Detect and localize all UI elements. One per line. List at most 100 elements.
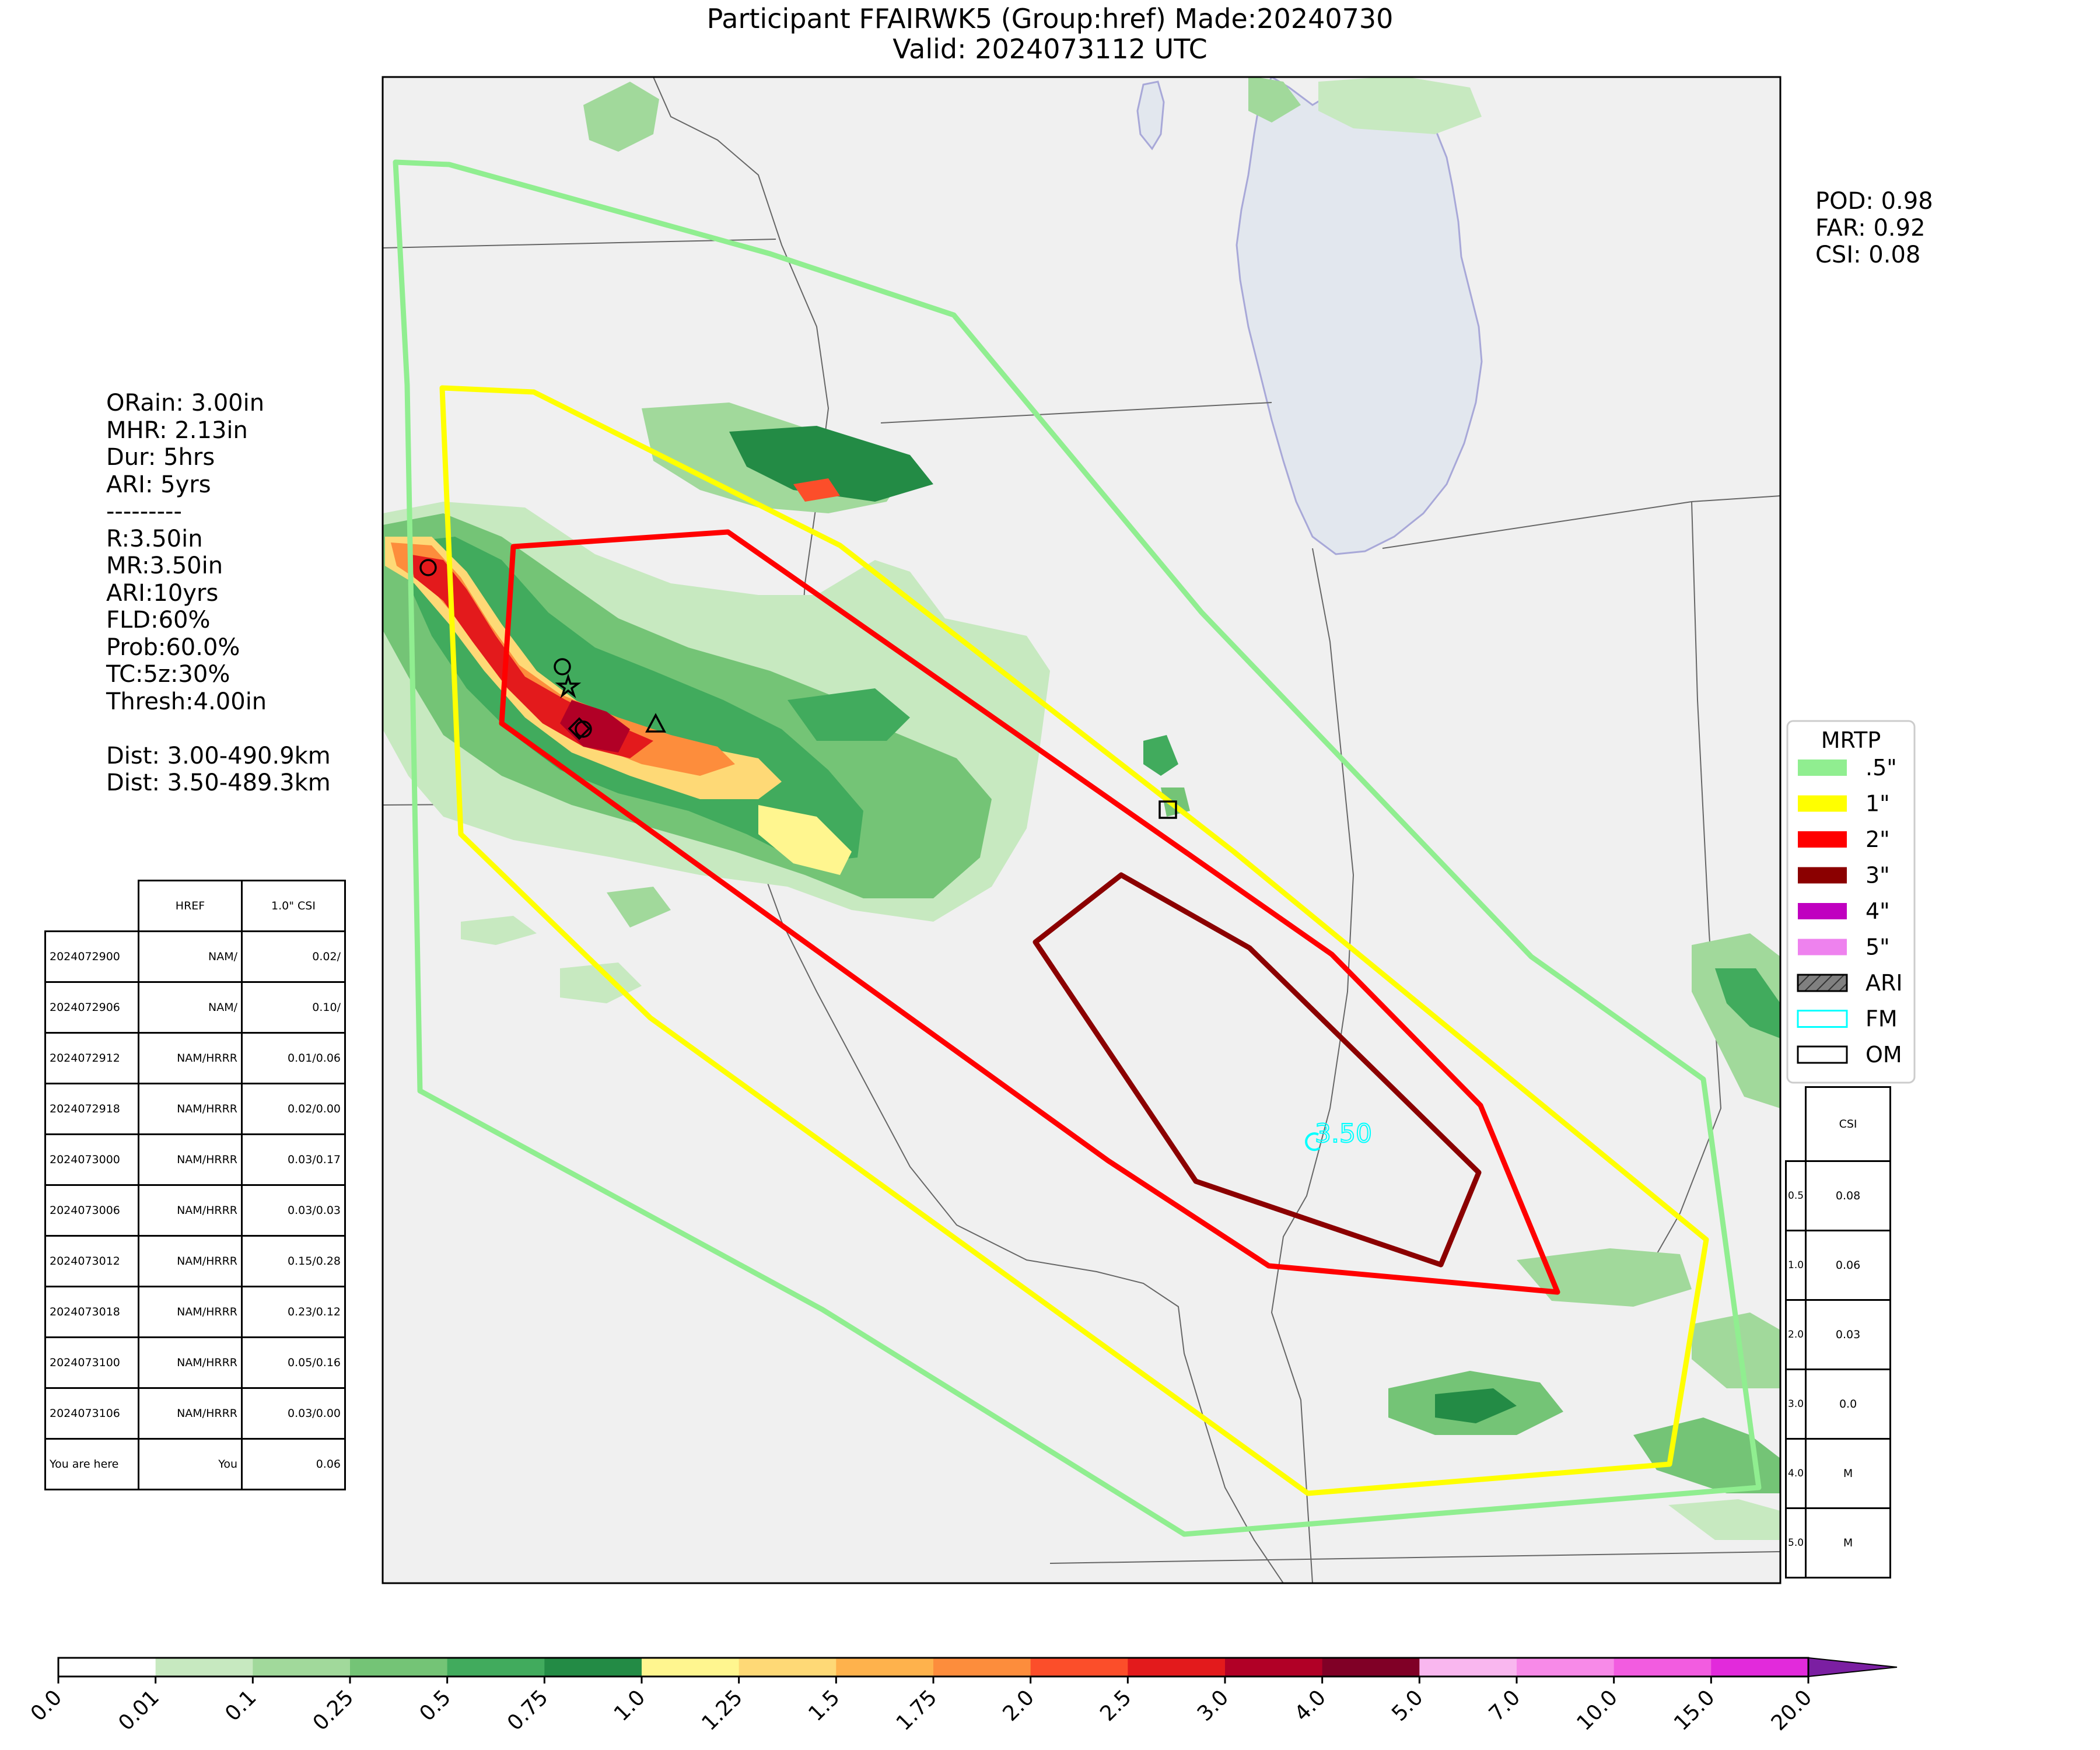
legend-swatch — [1798, 939, 1847, 956]
history-cell: 2024073018 — [44, 1286, 139, 1338]
obs-star-marker — [555, 673, 582, 699]
legend-title: MRTP — [1821, 727, 1881, 753]
csi-row: 3.0 0.0 — [1784, 1368, 1892, 1440]
max-obs-value: 3.50 — [1315, 1119, 1372, 1149]
colorbar-tick-label: 0.75 — [503, 1685, 553, 1735]
history-cell: 2024072906 — [44, 981, 139, 1034]
history-cell: 2024073012 — [44, 1235, 139, 1287]
legend-label: ARI — [1866, 970, 1903, 996]
colorbar-tick-label: 1.25 — [697, 1685, 747, 1735]
map-frame — [382, 76, 1782, 1584]
colorbar-cell — [1128, 1658, 1226, 1676]
colorbar-tick-label: 0.25 — [309, 1685, 359, 1735]
info-line: Dist: 3.50-489.3km — [106, 769, 331, 796]
history-row: 2024072918 NAM/HRRR 0.02/0.00 — [44, 1083, 346, 1135]
legend-label: 2" — [1866, 827, 1890, 852]
history-row: 2024072900 NAM/0.02/ — [44, 930, 346, 983]
contour-1in — [439, 385, 1709, 1496]
colorbar-extend-arrow — [1808, 1657, 1898, 1678]
history-cell: 0.02/ — [241, 930, 346, 983]
history-cell: 0.03/0.00 — [241, 1387, 346, 1440]
colorbar-cell — [447, 1658, 545, 1676]
csi-row: 0.5 0.08 — [1784, 1160, 1892, 1231]
history-cell: 0.02/0.00 — [241, 1083, 346, 1135]
colorbar-cell — [1517, 1658, 1615, 1676]
history-cell: NAM/HRRR — [138, 1032, 243, 1084]
precip-field — [383, 77, 1780, 1540]
history-cell: 2024073106 — [44, 1387, 139, 1440]
colorbar: 0.0 0.01 0.1 0.25 0.5 0.75 1.0 1.25 1.5 1.75 2.0 2.… — [26, 1657, 1898, 1735]
contour-2in — [499, 529, 1560, 1295]
legend-label: FM — [1866, 1006, 1898, 1032]
state-borders — [383, 77, 1780, 1583]
info-line: R:3.50in — [106, 525, 203, 552]
colorbar-tick-label: 4.0 — [1290, 1685, 1331, 1726]
obs-triangle-marker — [645, 713, 666, 733]
history-row: 2024073012 NAM/HRRR 0.15/0.28 — [44, 1235, 346, 1287]
history-row: 2024073106 NAM/HRRR 0.03/0.00 — [44, 1387, 346, 1440]
legend-swatch — [1798, 903, 1847, 919]
history-table: HREF 1.0" CSI 2024072900 NAM/0.02/202407290… — [44, 880, 346, 1490]
csi-threshold: 1.0 — [1784, 1230, 1807, 1301]
pod-stat: POD: 0.98 — [1815, 188, 1933, 215]
info-line: MR:3.50in — [106, 552, 223, 579]
colorbar-tick-label: 0.5 — [415, 1685, 456, 1726]
colorbar-tick-label: 2.0 — [999, 1685, 1039, 1726]
history-cell: 2024073000 — [44, 1133, 139, 1186]
csi-threshold: 5.0 — [1784, 1507, 1807, 1578]
legend-swatch — [1797, 1045, 1848, 1064]
history-cell: 0.06 — [241, 1438, 346, 1490]
csi-row: 1.0 0.06 — [1784, 1230, 1892, 1301]
colorbar-cell — [1322, 1658, 1420, 1676]
legend-label: 5" — [1866, 935, 1890, 960]
history-row: 2024073018 NAM/HRRR 0.23/0.12 — [44, 1286, 346, 1338]
colorbar-cell — [1419, 1658, 1517, 1676]
legend-swatch — [1798, 831, 1847, 848]
history-cell: 0.03/0.17 — [241, 1133, 346, 1186]
obs-diamond-marker — [568, 717, 591, 740]
csi-value: 0.06 — [1805, 1230, 1892, 1301]
history-row: 2024072912 NAM/HRRR 0.01/0.06 — [44, 1032, 346, 1084]
csi-value: M — [1805, 1507, 1892, 1578]
legend-swatch — [1798, 795, 1847, 812]
info-line: FLD:60% — [106, 607, 211, 634]
history-cell: 0.05/0.16 — [241, 1336, 346, 1389]
colorbar-cell — [836, 1658, 934, 1676]
history-cell: You — [138, 1438, 243, 1490]
obs-circle-marker — [419, 559, 437, 576]
colorbar-cell — [642, 1658, 740, 1676]
info-line: MHR: 2.13in — [106, 416, 248, 444]
history-cell: You are here — [44, 1438, 139, 1490]
colorbar-tick-label: 20.0 — [1767, 1685, 1817, 1735]
colorbar-cell — [1225, 1658, 1323, 1676]
csi-threshold: 3.0 — [1784, 1368, 1807, 1440]
observation-markers — [419, 559, 1177, 819]
history-cell: NAM/HRRR — [138, 1387, 243, 1440]
history-header-cell: HREF — [138, 880, 243, 932]
info-line: Dur: 5hrs — [106, 444, 215, 471]
info-line: --------- — [106, 498, 182, 525]
history-row: 2024073000 NAM/HRRR 0.03/0.17 — [44, 1133, 346, 1186]
legend-label: .5" — [1866, 755, 1897, 780]
colorbar-tick-label: 0.01 — [114, 1685, 164, 1735]
history-row: You are here You 0.06 — [44, 1438, 346, 1490]
history-cell: NAM/ — [138, 930, 243, 983]
csi-value: 0.08 — [1805, 1160, 1892, 1231]
csi-threshold: 0.5 — [1784, 1160, 1807, 1231]
lake-winnebago — [1136, 80, 1165, 150]
history-cell: NAM/HRRR — [138, 1235, 243, 1287]
csi-header-blank — [1786, 1087, 1807, 1162]
colorbar-cell — [933, 1658, 1031, 1676]
history-cell: 0.10/ — [241, 981, 346, 1034]
colorbar-tick-label: 1.5 — [804, 1685, 844, 1726]
legend-label: OM — [1866, 1042, 1902, 1068]
csi-table: CSI 0.5 0.08 1.0 0.06 2.0 0.03 3.0 0.0 4.0 M 5.0 M — [1784, 1086, 1892, 1578]
legend-swatch — [1797, 974, 1848, 992]
colorbar-tick-label: 1.75 — [892, 1685, 942, 1735]
history-cell: NAM/ — [138, 981, 243, 1034]
csi-threshold: 2.0 — [1784, 1299, 1807, 1370]
legend: MRTP .5" 1" 2" 3" 4" 5" ARI FM OM — [1786, 720, 1916, 1084]
csi-value: 0.0 — [1805, 1368, 1892, 1440]
obs-circle-marker — [554, 658, 571, 676]
colorbar-tick-label: 10.0 — [1572, 1685, 1622, 1735]
